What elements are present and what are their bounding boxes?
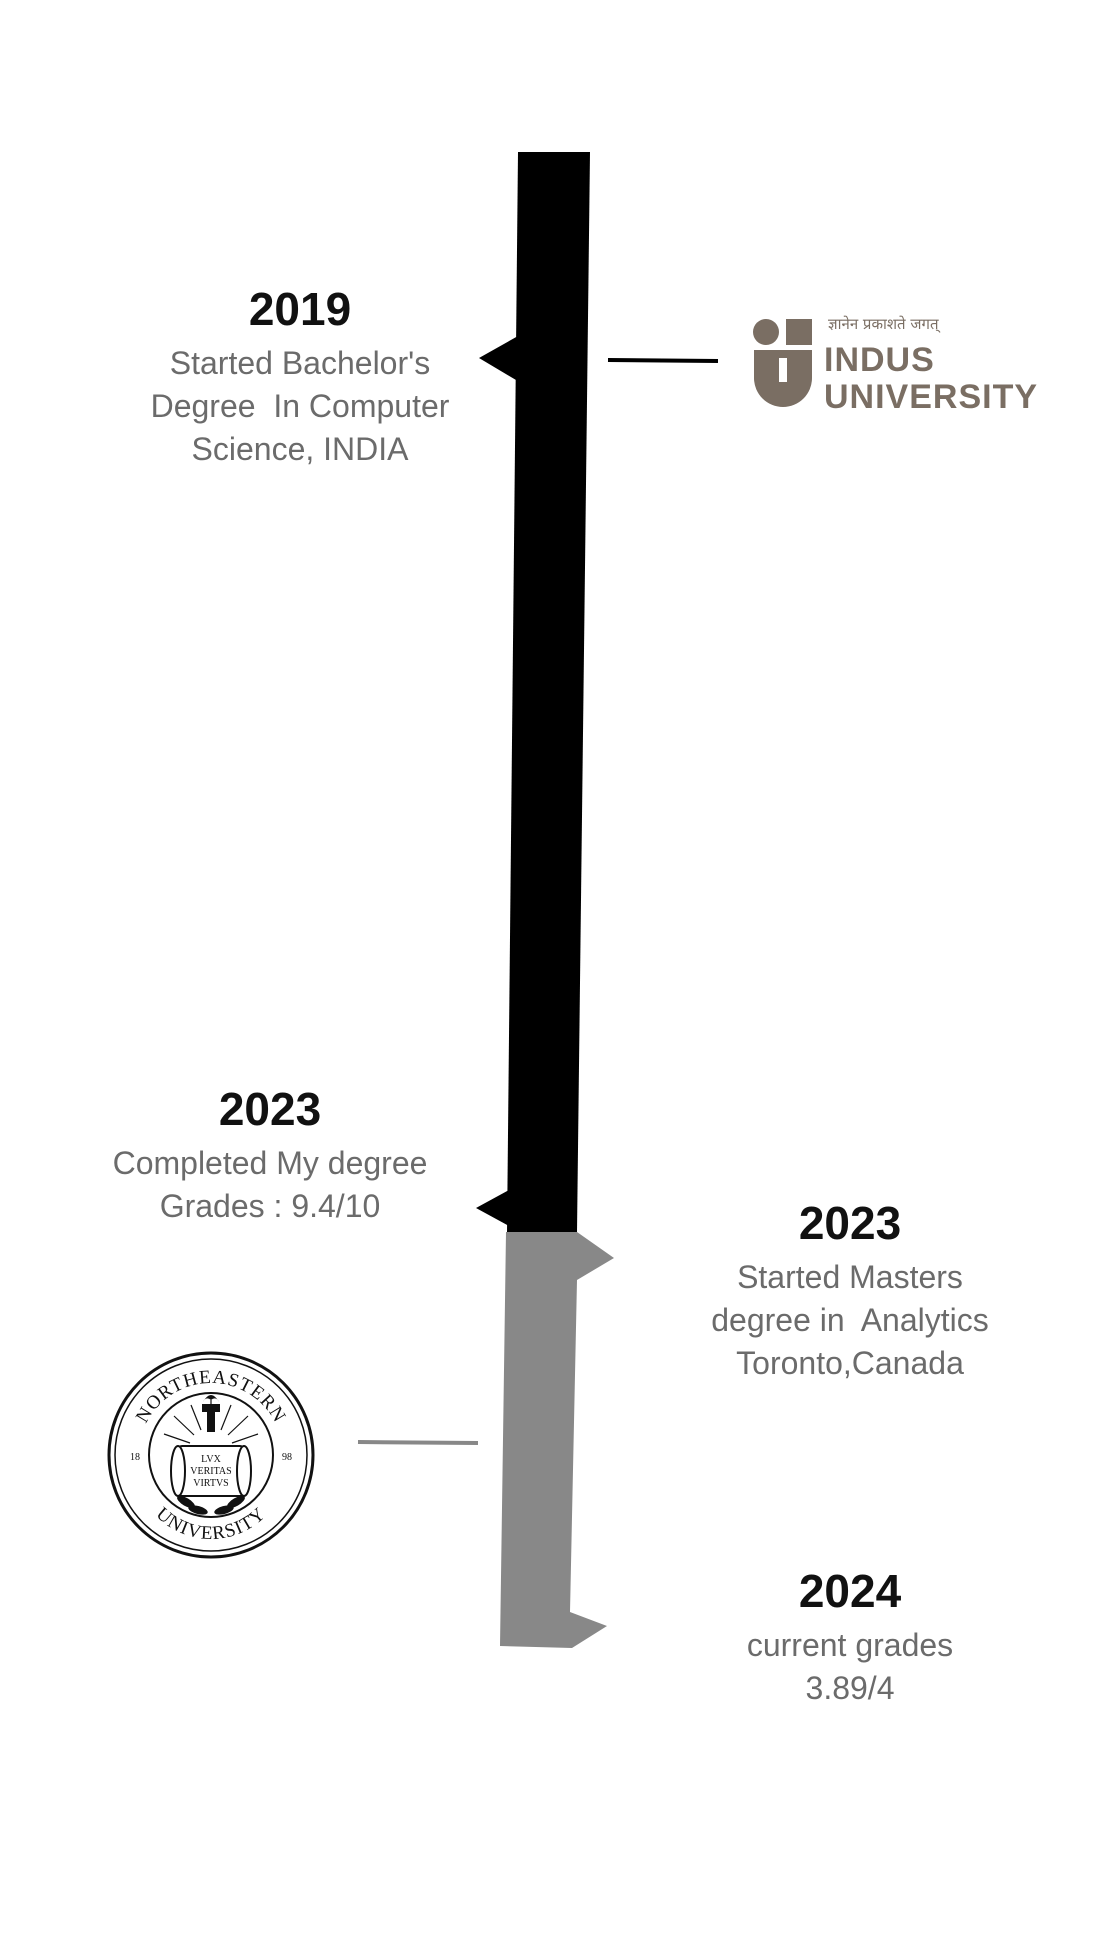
bachelor-timeline-bar xyxy=(507,152,590,1232)
indus-name-text: INDUS UNIVERSITY xyxy=(824,341,1039,416)
seal-left-number: 18 xyxy=(130,1452,140,1463)
seal-laurel-icon xyxy=(177,1495,245,1515)
indus-logo-mark-icon xyxy=(753,319,812,407)
event-description: Started Bachelor's Degree In Computer Sc… xyxy=(150,345,450,467)
event-year: 2023 xyxy=(798,1197,902,1249)
seal-motto-line1: LVX xyxy=(201,1454,221,1465)
seal-torch-icon xyxy=(202,1395,220,1432)
seal-right-number: 98 xyxy=(282,1452,292,1463)
seal-motto-line3: VIRTVS xyxy=(193,1478,229,1489)
event-year: 2019 xyxy=(248,283,352,335)
event-description: current grades 3.89/4 xyxy=(746,1627,954,1706)
pointer-2023-completed xyxy=(476,1190,509,1226)
event-year: 2024 xyxy=(798,1565,902,1617)
indus-connector-line xyxy=(607,358,719,363)
northeastern-connector-line xyxy=(357,1440,479,1445)
pointer-2019 xyxy=(479,336,518,380)
event-2024-current-grades: 2024 current grades 3.89/4 xyxy=(690,1568,1010,1710)
northeastern-university-seal: NORTHEASTERN UNIVERSITY 18 98 LVX VERITA… xyxy=(107,1351,315,1559)
event-description: Started Masters degree in Analytics Toro… xyxy=(711,1259,989,1381)
indus-university-logo: ज्ञानेन प्रकाशते जगत् INDUS UNIVERSITY xyxy=(752,314,1082,424)
seal-scroll-icon xyxy=(170,1445,252,1497)
event-year: 2023 xyxy=(218,1083,322,1135)
event-2023-masters-start: 2023 Started Masters degree in Analytics… xyxy=(670,1200,1030,1385)
masters-timeline-bar xyxy=(500,1232,614,1648)
seal-motto-line2: VERITAS xyxy=(190,1466,231,1477)
event-description: Completed My degree Grades : 9.4/10 xyxy=(112,1145,428,1224)
event-2019-bachelor-start: 2019 Started Bachelor's Degree In Comput… xyxy=(110,286,490,471)
event-2023-bachelor-complete: 2023 Completed My degree Grades : 9.4/10 xyxy=(60,1086,480,1228)
indus-motto-text: ज्ञानेन प्रकाशते जगत् xyxy=(828,315,939,333)
